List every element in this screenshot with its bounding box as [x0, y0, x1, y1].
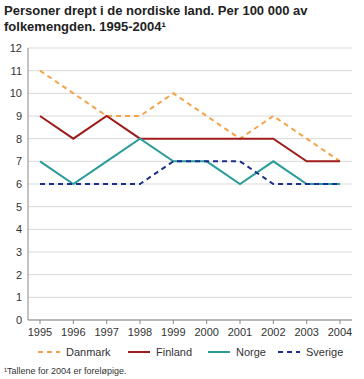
x-tick-label: 2001	[228, 326, 252, 338]
y-tick-label: 1	[16, 291, 22, 303]
x-tick-label: 1998	[128, 326, 152, 338]
y-tick-label: 11	[11, 65, 22, 77]
series-line	[40, 116, 340, 161]
grid-line	[28, 70, 352, 71]
grid-line	[28, 297, 352, 298]
series-line	[40, 161, 340, 184]
x-tick-label: 1997	[94, 326, 118, 338]
x-tick-label: 2004	[328, 326, 352, 338]
y-tick-label: 4	[16, 223, 22, 235]
y-tick-label: 8	[16, 133, 22, 145]
y-tick-label: 10	[10, 87, 22, 99]
series-line	[40, 71, 340, 162]
y-tick-label: 5	[16, 201, 22, 213]
grid-line	[28, 206, 352, 207]
grid-line	[28, 93, 352, 94]
legend-swatch	[208, 351, 230, 353]
y-tick-label: 3	[16, 246, 22, 258]
footnote: ¹Tallene for 2004 er foreløpige.	[4, 366, 127, 376]
legend-label: Sverige	[306, 346, 343, 358]
x-axis	[28, 320, 352, 321]
grid-line	[28, 229, 352, 230]
y-axis	[28, 48, 29, 320]
x-tick-label: 1996	[61, 326, 85, 338]
grid-line	[28, 320, 352, 321]
x-tick	[106, 320, 107, 324]
y-tick-label: 0	[16, 314, 22, 326]
chart: 0123456789101112199519961997199819992000…	[0, 0, 364, 379]
x-tick-label: 2003	[294, 326, 318, 338]
x-tick-label: 2000	[194, 326, 218, 338]
x-tick-label: 1999	[161, 326, 185, 338]
legend-swatch	[278, 351, 300, 353]
x-tick	[240, 320, 241, 324]
legend-label: Finland	[156, 346, 192, 358]
legend-swatch	[38, 351, 60, 353]
x-tick	[40, 320, 41, 324]
y-tick-label: 7	[16, 155, 22, 167]
series-line	[40, 139, 340, 184]
x-tick	[340, 320, 341, 324]
legend-label: Norge	[236, 346, 266, 358]
grid-line	[28, 252, 352, 253]
x-tick	[173, 320, 174, 324]
legend-label: Danmark	[66, 346, 111, 358]
plot-area	[40, 71, 340, 184]
y-tick-label: 12	[10, 42, 22, 54]
x-tick-label: 2002	[261, 326, 285, 338]
x-tick	[306, 320, 307, 324]
x-tick	[273, 320, 274, 324]
y-tick-label: 2	[16, 269, 22, 281]
x-tick	[73, 320, 74, 324]
y-tick-label: 6	[16, 178, 22, 190]
legend-swatch	[128, 351, 150, 353]
grid-line	[28, 274, 352, 275]
grid-line	[28, 48, 352, 49]
chart-title: Personer drept i de nordiske land. Per 1…	[4, 3, 354, 35]
y-tick-label: 9	[16, 110, 22, 122]
grid-line	[28, 116, 352, 117]
x-tick-label: 1995	[28, 326, 52, 338]
x-tick	[140, 320, 141, 324]
x-tick	[206, 320, 207, 324]
